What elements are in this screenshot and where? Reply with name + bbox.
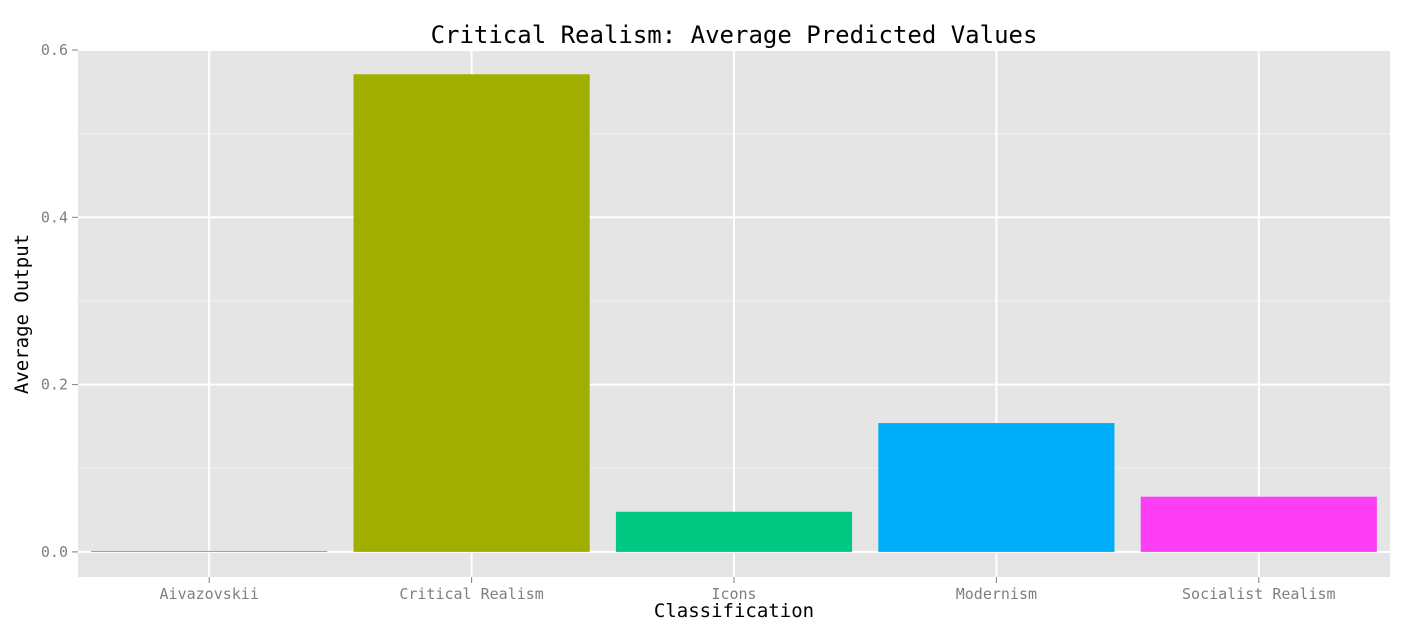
x-axis-ticks: Aivazovskii Critical Realism Icons Modernis… xyxy=(160,577,1336,603)
x-tick-label: Critical Realism xyxy=(399,585,544,603)
bar-socialist-realism xyxy=(1140,496,1377,552)
chart-title: Critical Realism: Average Predicted Valu… xyxy=(431,21,1038,49)
x-tick-label: Modernism xyxy=(956,585,1037,603)
y-axis-label: Average Output xyxy=(11,234,33,394)
bars xyxy=(91,74,1377,552)
bar-critical-realism xyxy=(353,74,590,552)
x-tick-label: Icons xyxy=(711,585,756,603)
bar-aivazovskii xyxy=(91,550,328,552)
y-axis-ticks: 0.0 0.2 0.4 0.6 xyxy=(41,41,78,561)
y-tick-label: 0.4 xyxy=(41,208,68,226)
x-tick-label: Aivazovskii xyxy=(160,585,259,603)
y-tick-label: 0.2 xyxy=(41,376,68,394)
y-tick-label: 0.0 xyxy=(41,543,68,561)
x-axis-label: Classification xyxy=(654,600,814,622)
bar-modernism xyxy=(878,423,1115,552)
x-tick-label: Socialist Realism xyxy=(1182,585,1336,603)
bar-icons xyxy=(615,511,853,552)
y-tick-label: 0.6 xyxy=(41,41,68,59)
